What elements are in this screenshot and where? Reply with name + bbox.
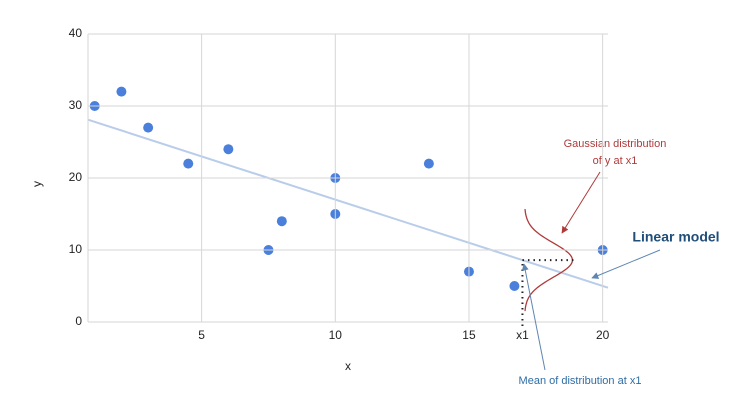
x-tick-label: 5 — [198, 328, 205, 342]
y-axis-label: y — [30, 181, 44, 187]
point — [223, 144, 234, 155]
mean-label: Mean of distribution at x1 — [519, 375, 642, 387]
x-tick-label: 15 — [462, 328, 476, 342]
point — [276, 216, 287, 227]
y-tick-label: 30 — [69, 98, 83, 112]
point — [423, 158, 434, 169]
y-tick-label: 0 — [75, 314, 82, 328]
y-tick-label: 20 — [69, 170, 83, 184]
y-tick-label: 40 — [69, 26, 83, 40]
gaussian-label: Gaussian distribution — [564, 138, 667, 150]
gaussian-curve — [524, 209, 574, 312]
x-marker-label: x1 — [516, 328, 529, 342]
arrow — [591, 249, 661, 279]
x-axis-label: x — [345, 359, 351, 373]
point — [509, 281, 520, 291]
point — [183, 158, 194, 169]
arrow — [521, 263, 546, 371]
fit-line — [87, 118, 609, 289]
x-tick-label: 10 — [329, 328, 343, 342]
gaussian-label: of y at x1 — [593, 155, 638, 167]
arrow — [561, 171, 601, 234]
y-tick-label: 10 — [69, 242, 83, 256]
point — [116, 86, 127, 97]
point — [143, 122, 154, 133]
x-tick-label: 20 — [596, 328, 610, 342]
linear-model-label: Linear model — [632, 229, 719, 245]
